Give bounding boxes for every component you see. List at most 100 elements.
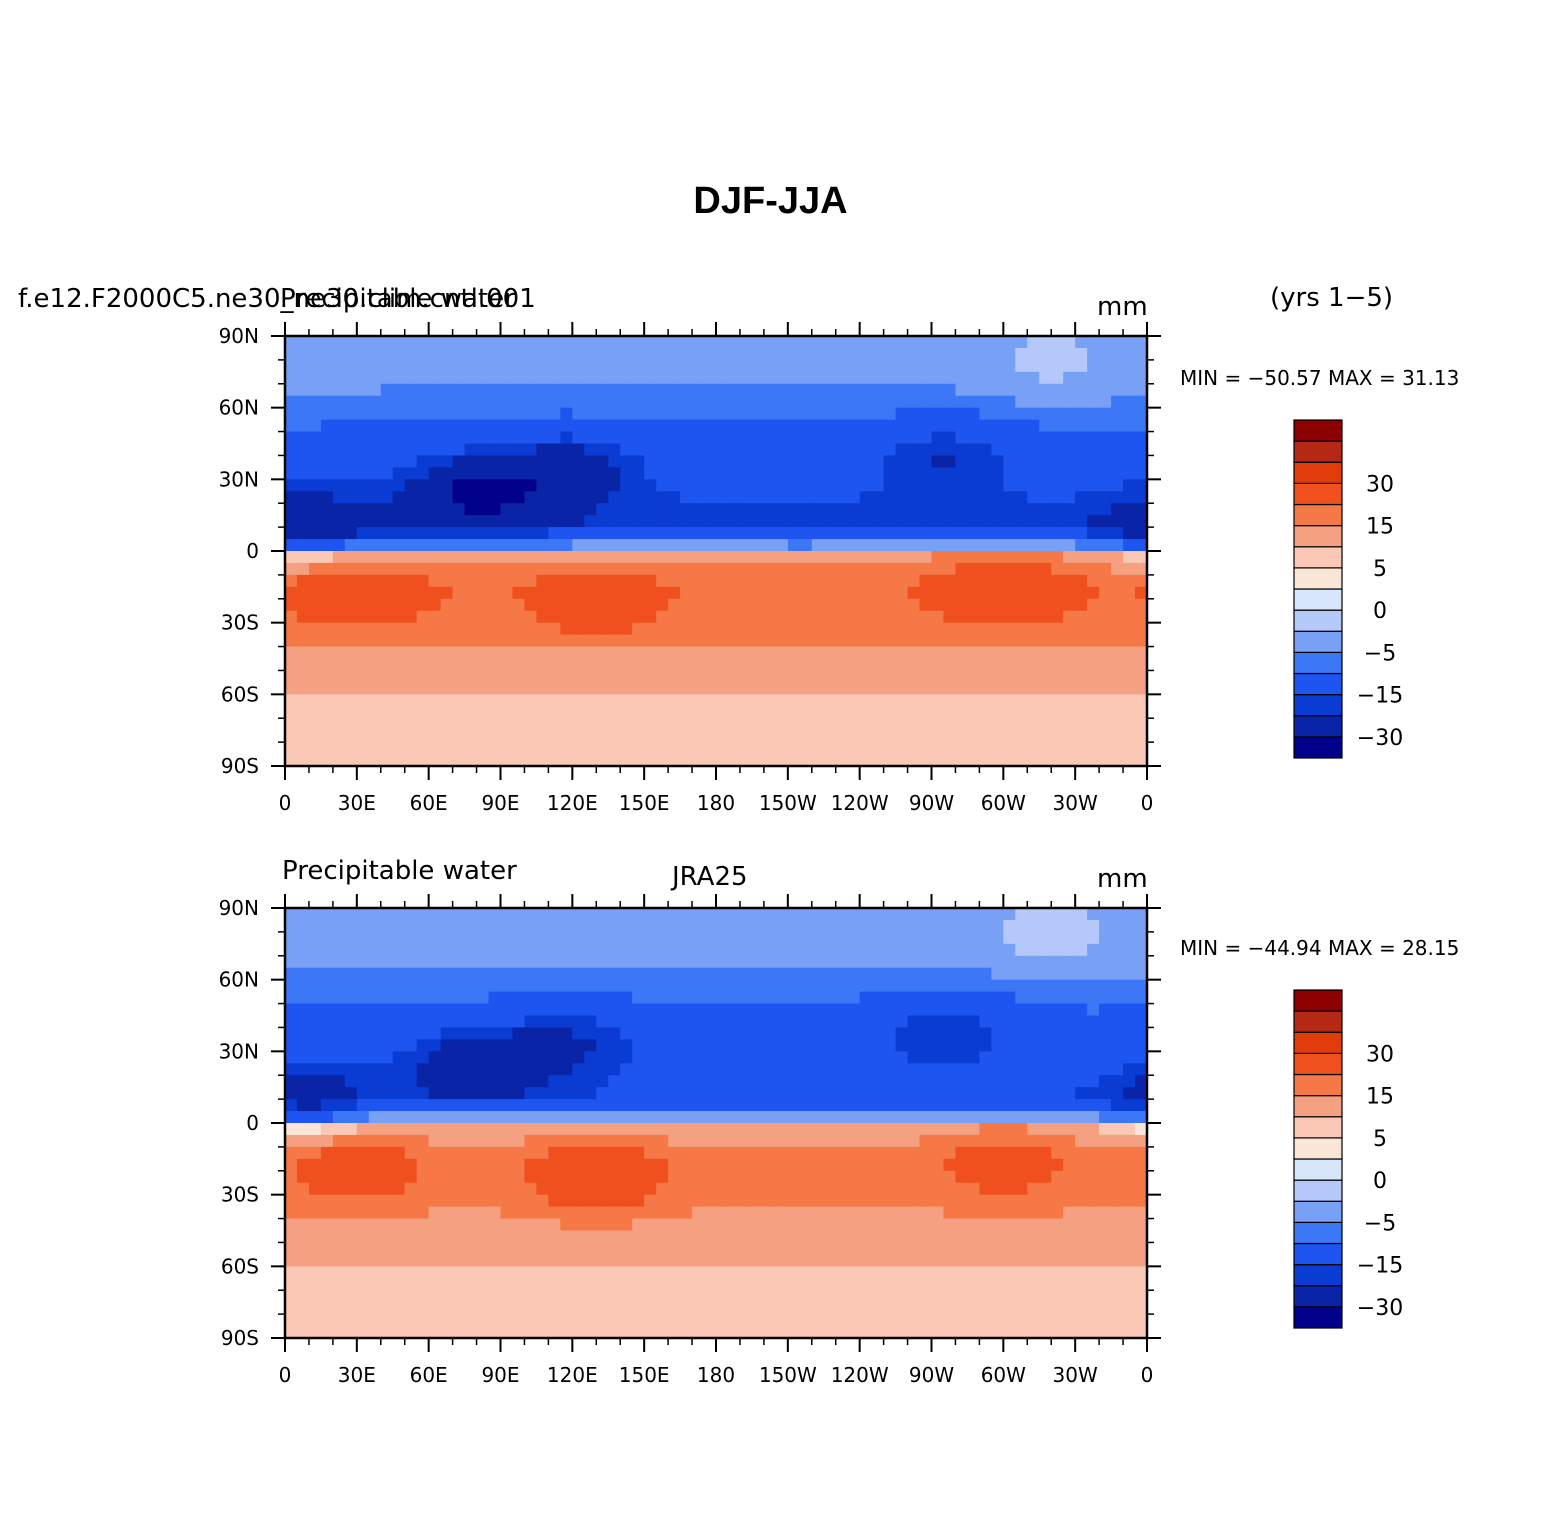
heatmap-cell xyxy=(404,527,418,540)
heatmap-cell xyxy=(392,718,406,731)
heatmap-cell xyxy=(967,1111,980,1124)
heatmap-cell xyxy=(680,395,693,409)
heatmap-cell xyxy=(488,527,502,540)
heatmap-cell xyxy=(704,1254,717,1267)
heatmap-cell xyxy=(572,991,585,1005)
heatmap-cell xyxy=(548,491,561,504)
heatmap-cell xyxy=(1099,1134,1112,1148)
heatmap-cell xyxy=(859,718,873,731)
heatmap-cell xyxy=(1015,1099,1028,1112)
heatmap-cell xyxy=(320,551,334,564)
heatmap-cell xyxy=(727,443,741,457)
heatmap-cell xyxy=(536,1194,549,1208)
heatmap-cell xyxy=(512,955,526,969)
heatmap-cell xyxy=(476,967,490,981)
heatmap-cell xyxy=(452,1254,466,1267)
heatmap-cell xyxy=(931,610,945,624)
heatmap-cell xyxy=(596,1003,609,1017)
heatmap-cell xyxy=(727,908,741,921)
heatmap-cell xyxy=(955,1206,969,1220)
heatmap-cell xyxy=(392,431,406,445)
heatmap-cell xyxy=(380,908,394,921)
heatmap-cell xyxy=(332,634,346,648)
heatmap-cell xyxy=(823,443,837,457)
heatmap-cell xyxy=(608,383,621,397)
heatmap-cell xyxy=(727,455,741,468)
heatmap-cell xyxy=(440,943,454,957)
heatmap-cell xyxy=(1039,908,1052,921)
heatmap-cell xyxy=(476,943,490,957)
heatmap-cell xyxy=(1111,718,1124,731)
heatmap-cell xyxy=(416,347,430,361)
heatmap-cell xyxy=(739,371,753,385)
heatmap-cell xyxy=(1027,455,1040,468)
heatmap-cell xyxy=(811,443,825,457)
heatmap-cell xyxy=(572,1015,585,1029)
heatmap-cell xyxy=(368,1242,382,1255)
heatmap-cell xyxy=(320,1003,334,1017)
heatmap-cell xyxy=(1015,359,1028,373)
heatmap-cell xyxy=(1027,1075,1040,1088)
heatmap-cell xyxy=(931,491,945,504)
heatmap-cell xyxy=(799,622,813,636)
heatmap-cell xyxy=(1123,991,1136,1005)
heatmap-cell xyxy=(548,1063,561,1076)
heatmap-cell xyxy=(464,1027,478,1040)
heatmap-cell xyxy=(871,694,885,707)
heatmap-cell xyxy=(332,419,346,433)
heatmap-cell xyxy=(1111,598,1124,612)
heatmap-cell xyxy=(835,718,849,731)
heatmap-cell xyxy=(907,407,921,421)
heatmap-cell xyxy=(452,658,466,672)
heatmap-cell xyxy=(1051,1111,1064,1124)
heatmap-cell xyxy=(775,1003,789,1017)
heatmap-cell xyxy=(596,1075,609,1088)
heatmap-cell xyxy=(380,586,394,600)
heatmap-cell xyxy=(991,539,1004,552)
heatmap-cell xyxy=(524,658,538,672)
heatmap-cell xyxy=(763,1027,777,1040)
heatmap-cell xyxy=(895,359,909,373)
heatmap-cell xyxy=(692,622,705,636)
heatmap-cell xyxy=(512,1134,526,1148)
heatmap-cell xyxy=(1075,682,1088,695)
heatmap-cell xyxy=(404,574,418,588)
heatmap-cell xyxy=(955,1027,969,1040)
heatmap-cell xyxy=(1003,967,1016,981)
heatmap-cell xyxy=(608,1003,621,1017)
heatmap-cell xyxy=(1039,1182,1052,1196)
heatmap-cell xyxy=(464,622,478,636)
heatmap-cell xyxy=(608,1146,621,1160)
heatmap-cell xyxy=(428,467,442,480)
heatmap-cell xyxy=(1111,943,1124,957)
heatmap-cell xyxy=(692,1182,705,1196)
heatmap-cell xyxy=(871,455,885,468)
heatmap-cell xyxy=(668,718,681,731)
heatmap-cell xyxy=(979,670,992,683)
heatmap-cell xyxy=(452,551,466,564)
heatmap-cell xyxy=(1003,634,1016,648)
heatmap-cell xyxy=(835,1039,849,1052)
heatmap-cell xyxy=(356,1194,370,1208)
heatmap-cell xyxy=(979,955,992,969)
heatmap-cell xyxy=(500,730,514,743)
heatmap-cell xyxy=(332,1158,346,1172)
heatmap-cell xyxy=(368,646,382,660)
heatmap-cell xyxy=(620,1242,633,1255)
heatmap-cell xyxy=(632,455,645,468)
heatmap-cell xyxy=(416,1063,430,1076)
heatmap-cell xyxy=(763,527,777,540)
heatmap-cell xyxy=(955,1218,969,1232)
heatmap-cell xyxy=(847,1182,861,1196)
heatmap-cell xyxy=(668,1230,681,1244)
heatmap-cell xyxy=(500,574,514,588)
heatmap-cell xyxy=(632,1111,645,1124)
heatmap-cell xyxy=(392,1266,406,1279)
heatmap-cell xyxy=(907,515,921,528)
heatmap-cell xyxy=(344,943,358,957)
heatmap-cell xyxy=(1099,1111,1112,1124)
heatmap-cell xyxy=(488,407,502,421)
heatmap-cell xyxy=(811,336,825,349)
heatmap-cell xyxy=(1123,1111,1136,1124)
heatmap-cell xyxy=(404,443,418,457)
